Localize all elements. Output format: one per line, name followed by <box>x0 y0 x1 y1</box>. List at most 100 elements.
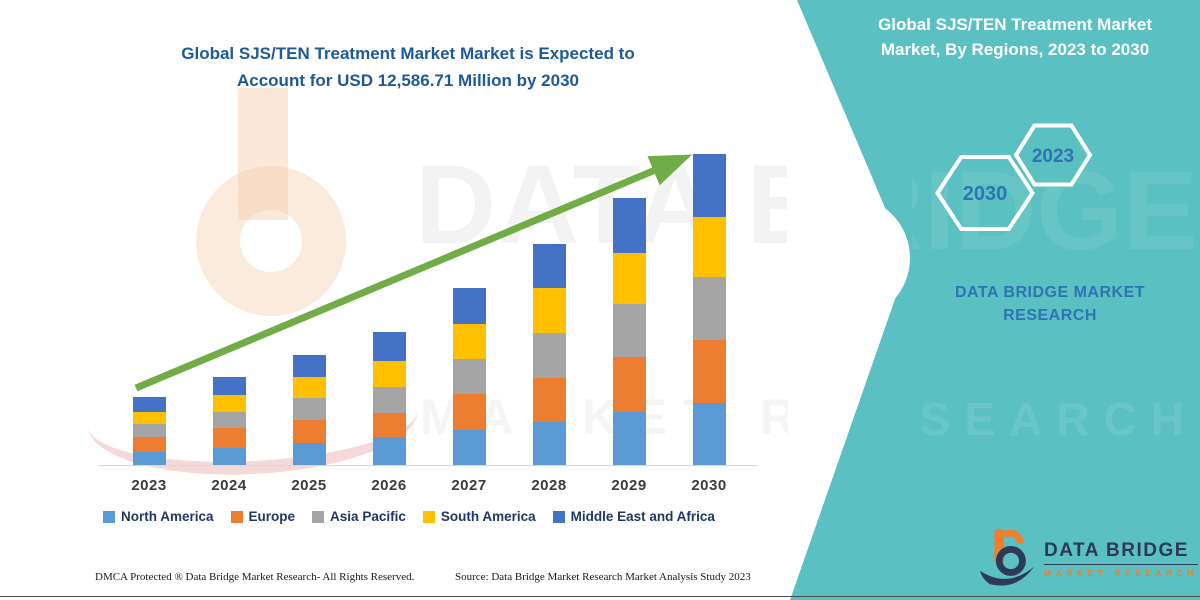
logo-hook <box>1002 529 1024 545</box>
data-bridge-logo-icon <box>979 529 1035 586</box>
bar-segment-2026-europe <box>372 413 406 437</box>
legend-label-south-america: South America <box>440 509 536 524</box>
bar-segment-2027-north-america <box>452 430 486 465</box>
bar-segment-2023-south-america <box>132 412 166 424</box>
bar-segment-2028-asia-pacific <box>532 333 566 378</box>
bar-segment-2030-north-america <box>692 403 726 465</box>
chart-title-line2: Account for USD 12,586.71 Million by 203… <box>236 71 579 91</box>
legend-label-asia-pacific: Asia Pacific <box>330 509 406 524</box>
legend-swatch-south-america <box>422 510 435 523</box>
side-panel-title: Global SJS/TEN Treatment Market Market, … <box>848 13 1182 62</box>
bar-segment-2029-europe <box>612 357 646 412</box>
bar-2025 <box>292 355 326 465</box>
bar-2024 <box>212 377 246 465</box>
x-axis-label-2024: 2024 <box>211 477 247 494</box>
footer-source-text: Source: Data Bridge Market Research Mark… <box>455 571 751 583</box>
logo-text: DATA BRIDGE MARKET RESEARCH <box>1044 539 1198 579</box>
bar-segment-2024-north-america <box>212 448 246 465</box>
bar-segment-2025-south-america <box>292 377 326 398</box>
bar-segment-2027-south-america <box>452 324 486 359</box>
bar-segment-2023-middle-east-and-africa <box>132 397 166 412</box>
x-axis-label-2029: 2029 <box>611 477 647 494</box>
bar-segment-2030-south-america <box>692 217 726 277</box>
bar-2028 <box>532 244 566 465</box>
legend-swatch-asia-pacific <box>312 510 325 523</box>
legend-swatch-north-america <box>103 510 115 523</box>
hexagon-2023-label: 2023 <box>1032 146 1074 167</box>
panel-brand-line2: RESEARCH <box>1003 307 1097 325</box>
bar-segment-2025-europe <box>292 420 326 443</box>
logo-subtitle: MARKET RESEARCH <box>1044 568 1198 579</box>
legend-item-south-america: South America <box>422 509 536 524</box>
logo-bowl <box>995 545 1026 576</box>
legend-item-asia-pacific: Asia Pacific <box>312 509 406 524</box>
bar-segment-2024-south-america <box>212 395 246 412</box>
panel-brand-line1: DATA BRIDGE MARKET <box>954 284 1146 301</box>
bar-2029 <box>612 198 646 465</box>
side-panel-title-line1: Global SJS/TEN Treatment Market <box>878 15 1152 34</box>
x-axis-label-2025: 2025 <box>291 477 327 494</box>
bar-segment-2029-middle-east-and-africa <box>612 198 646 253</box>
bar-2023 <box>132 397 166 465</box>
bar-2030 <box>692 154 726 465</box>
legend-label-middle-east-and-africa: Middle East and Africa <box>570 509 715 524</box>
x-axis-label-2027: 2027 <box>451 477 487 494</box>
legend: North America Europe Asia Pacific South Ame… <box>103 509 715 524</box>
bar-segment-2023-north-america <box>132 452 166 465</box>
legend-label-europe: Europe <box>248 509 296 524</box>
logo-title: DATA BRIDGE <box>1044 539 1189 561</box>
bar-segment-2027-asia-pacific <box>452 359 486 394</box>
bar-segment-2026-middle-east-and-africa <box>372 332 406 361</box>
bar-segment-2024-middle-east-and-africa <box>212 377 246 395</box>
hexagon-2030-label: 2030 <box>963 183 1008 205</box>
bar-segment-2026-asia-pacific <box>372 387 406 413</box>
bar-segment-2023-asia-pacific <box>132 424 166 437</box>
chart-title: Global SJS/TEN Treatment Market Market i… <box>143 40 673 94</box>
bar-segment-2030-asia-pacific <box>692 277 726 340</box>
legend-swatch-middle-east-and-africa <box>552 510 565 523</box>
panel-edge-notch <box>786 196 910 320</box>
bar-segment-2027-middle-east-and-africa <box>452 288 486 324</box>
legend-item-middle-east-and-africa: Middle East and Africa <box>552 509 715 524</box>
x-axis-label-2028: 2028 <box>531 477 567 494</box>
legend-swatch-europe <box>230 510 243 523</box>
bar-segment-2025-asia-pacific <box>292 398 326 420</box>
data-bridge-logo: DATA BRIDGE MARKET RESEARCH <box>978 527 1198 591</box>
x-axis-label-2030: 2030 <box>691 477 727 494</box>
bar-segment-2026-north-america <box>372 437 406 465</box>
bar-segment-2028-europe <box>532 378 566 422</box>
chart-title-line1: Global SJS/TEN Treatment Market Market i… <box>181 44 635 63</box>
footer-dmca-text: DMCA Protected ® Data Bridge Market Rese… <box>95 571 415 583</box>
legend-item-europe: Europe <box>230 509 296 524</box>
x-axis-label-2026: 2026 <box>371 477 407 494</box>
side-panel-title-line2: Market, By Regions, 2023 to 2030 <box>880 39 1150 59</box>
bar-segment-2028-north-america <box>532 422 566 465</box>
bar-segment-2024-europe <box>212 428 246 448</box>
bar-segment-2030-europe <box>692 340 726 403</box>
hexagon-2023 <box>1013 123 1093 187</box>
bar-segment-2028-middle-east-and-africa <box>532 244 566 288</box>
bar-segment-2025-middle-east-and-africa <box>292 355 326 377</box>
logo-swoosh <box>979 566 1035 586</box>
x-axis-line <box>98 465 758 466</box>
bar-2026 <box>372 332 406 465</box>
logo-divider <box>1044 563 1198 566</box>
bar-segment-2029-asia-pacific <box>612 304 646 357</box>
year-hexagons: 2030 2023 <box>935 123 1093 231</box>
bar-segment-2030-middle-east-and-africa <box>692 154 726 217</box>
bar-2027 <box>452 288 486 465</box>
panel-brand-text: DATA BRIDGE MARKET RESEARCH <box>900 281 1200 327</box>
bar-segment-2029-north-america <box>612 412 646 465</box>
bar-segment-2026-south-america <box>372 361 406 387</box>
footer-divider-line <box>0 596 1200 597</box>
bar-segment-2027-europe <box>452 394 486 430</box>
x-axis-label-2023: 2023 <box>131 477 167 494</box>
bar-segment-2025-north-america <box>292 443 326 465</box>
bar-segment-2023-europe <box>132 437 166 452</box>
bar-segment-2028-south-america <box>532 288 566 333</box>
bar-segment-2029-south-america <box>612 253 646 304</box>
legend-label-north-america: North America <box>121 509 214 524</box>
hexagon-2030 <box>935 155 1035 231</box>
legend-item-north-america: North America <box>103 509 214 524</box>
